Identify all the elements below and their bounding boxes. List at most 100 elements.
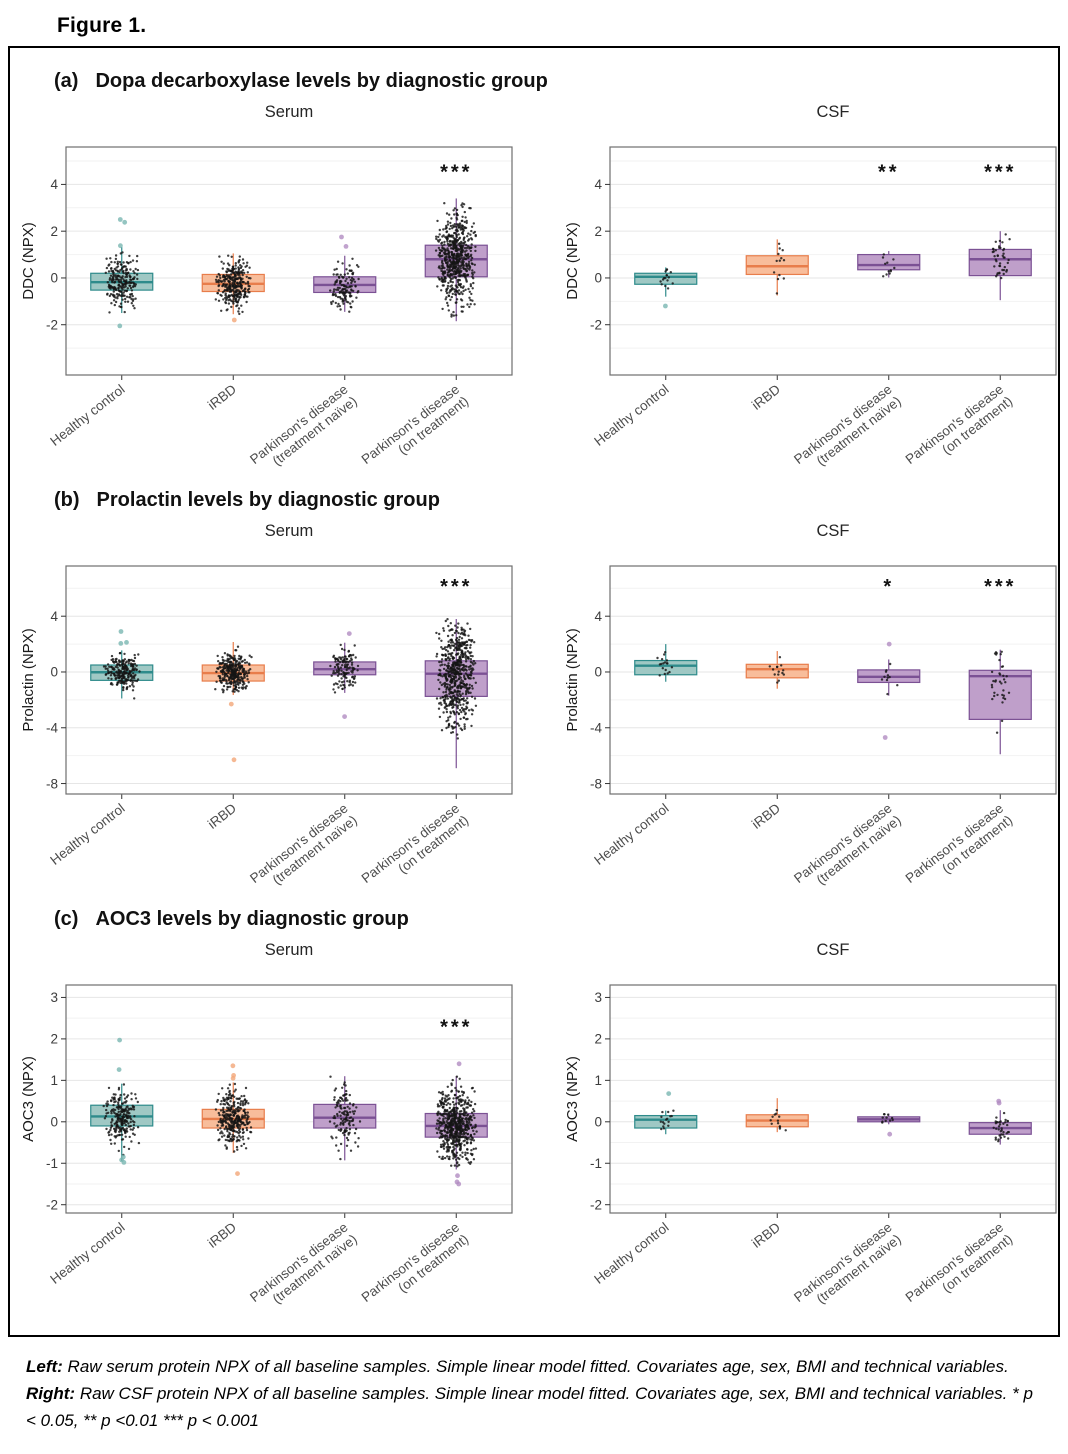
plot-border	[609, 565, 1057, 795]
panel-c-tag: (c)	[54, 908, 79, 930]
x-category-label: Parkinson's disease(treatment naïve)	[791, 382, 904, 475]
y-axis-title: DDC (NPX)	[564, 222, 581, 300]
significance-stars: ***	[984, 576, 1016, 598]
boxplot-a-serum: Healthy control iRBD Parkinson's disease(t…	[20, 146, 513, 475]
x-category-label: iRBD	[205, 381, 239, 412]
jitter-points	[329, 257, 360, 313]
x-category-label: Parkinson's disease(treatment naïve)	[247, 801, 360, 894]
boxplot-group-purple-3	[424, 198, 488, 322]
y-axis-title: Prolactin (NPX)	[20, 628, 37, 731]
plot-border	[609, 146, 1057, 376]
caption-pvalue-legend: * p < 0.05, ** p <0.01 *** p < 0.001	[26, 1384, 1033, 1431]
chart-a-csf: CSF Healthy control iRBD ** Parkinson's dis…	[564, 103, 1064, 475]
y-tick-label: 0	[594, 271, 602, 286]
significance-stars: ***	[984, 162, 1016, 184]
outlier-points	[454, 1061, 462, 1187]
x-category-label: iRBD	[205, 1219, 239, 1250]
x-category-label: iRBD	[749, 1219, 783, 1250]
jitter-points	[435, 618, 478, 740]
boxplot-c-csf: Healthy control iRBD Parkinson's disease(t…	[564, 984, 1057, 1313]
panel-c: (c) AOC3 levels by diagnostic group Serum…	[10, 908, 1058, 1313]
outlier-points	[230, 1063, 240, 1176]
y-tick-label: 2	[594, 224, 602, 239]
y-tick-label: -1	[590, 1156, 602, 1171]
chart-c-csf-title: CSF	[816, 941, 850, 959]
boxplot-group-orange-1	[745, 239, 809, 296]
outlier-points	[882, 641, 892, 740]
x-category-label: Parkinson's disease(on treatment)	[903, 801, 1016, 894]
significance-stars: ***	[440, 1016, 472, 1038]
jitter-points	[772, 242, 786, 295]
y-tick-label: -1	[46, 1156, 58, 1171]
boxplot-b-serum: Healthy control iRBD Parkinson's disease(t…	[20, 565, 513, 894]
x-category-label: Parkinson's disease(on treatment)	[903, 382, 1016, 475]
boxplot-group-orange-1	[745, 1098, 809, 1133]
boxplot-group-orange-1	[201, 1063, 265, 1176]
iqr-box	[857, 253, 921, 271]
outlier-points	[996, 1098, 1002, 1106]
y-tick-label: 0	[50, 665, 58, 680]
boxplot-a-csf: Healthy control iRBD ** Parkinson's disease…	[564, 146, 1057, 475]
minor-gridlines	[610, 1017, 1056, 1185]
boxplot-group-orange-1	[201, 642, 265, 763]
y-tick-label: 0	[50, 271, 58, 286]
boxplot-group-teal-0	[90, 629, 154, 700]
boxplot-b-csf: Healthy control iRBD * Parkinson's disease(…	[564, 565, 1057, 894]
x-category-label: Parkinson's disease(treatment naïve)	[791, 1220, 904, 1313]
outlier-points	[887, 1131, 893, 1137]
boxplot-group-purple-2	[857, 251, 921, 278]
x-category-label: Parkinson's disease(treatment naïve)	[247, 1220, 360, 1313]
x-category-label: Healthy control	[47, 382, 127, 449]
x-category-label: Healthy control	[47, 1220, 127, 1287]
caption-left-label: Left:	[26, 1357, 63, 1376]
iqr-box	[745, 663, 809, 679]
panel-a-charts-row: Serum Healthy control iRBD Parkinson's dis…	[10, 103, 1058, 475]
jitter-points	[768, 656, 785, 684]
boxplot-group-purple-2	[313, 234, 377, 313]
page: Figure 1. (a) Dopa decarboxylase levels b…	[0, 14, 1068, 1435]
panel-a-tag: (a)	[54, 70, 79, 92]
major-gridlines	[610, 996, 1056, 1206]
y-axis-title: Prolactin (NPX)	[564, 628, 581, 731]
jitter-points	[214, 1082, 253, 1153]
panel-c-charts-row: Serum Healthy control iRBD Parkinson's dis…	[10, 941, 1058, 1313]
boxplot-group-teal-0	[90, 217, 154, 329]
panel-b-tag: (b)	[54, 489, 80, 511]
y-tick-label: -2	[590, 317, 602, 332]
figure-box: (a) Dopa decarboxylase levels by diagnost…	[8, 46, 1060, 1337]
plot-border	[65, 565, 513, 795]
minor-gridlines	[610, 160, 1056, 349]
plot-border	[65, 146, 513, 376]
iqr-box	[634, 1114, 698, 1129]
chart-b-serum-title: Serum	[264, 522, 314, 540]
jitter-points	[769, 1109, 787, 1132]
panel-c-title: AOC3 levels by diagnostic group	[95, 908, 409, 930]
jitter-points	[214, 645, 253, 694]
y-tick-label: 2	[50, 224, 58, 239]
boxplot-c-serum: Healthy control iRBD Parkinson's disease(t…	[20, 984, 513, 1313]
plot-background	[610, 985, 1056, 1213]
y-tick-label: 2	[594, 1032, 602, 1047]
outlier-points	[339, 234, 349, 249]
boxplot-group-purple-2	[857, 1113, 921, 1137]
boxplot-group-purple-2	[313, 1075, 377, 1161]
chart-c-serum-title: Serum	[264, 941, 314, 959]
outlier-points	[118, 629, 129, 646]
figure-label: Figure 1.	[57, 14, 147, 37]
outlier-points	[228, 701, 237, 763]
x-category-label: Parkinson's disease(treatment naïve)	[247, 382, 360, 475]
chart-c-csf: CSF Healthy control iRBD Parkinson's disea…	[564, 941, 1064, 1313]
plot-background	[66, 985, 512, 1213]
boxplot-group-purple-3	[968, 649, 1032, 755]
jitter-points	[992, 1111, 1010, 1143]
x-category-label: Parkinson's disease(on treatment)	[359, 382, 472, 475]
outlier-points	[663, 303, 668, 309]
y-tick-label: 2	[50, 1032, 58, 1047]
x-category-label: Parkinson's disease(on treatment)	[903, 1220, 1016, 1313]
jitter-points	[102, 651, 141, 700]
y-axis-title: DDC (NPX)	[20, 222, 37, 300]
y-tick-label: 0	[594, 1115, 602, 1130]
jitter-points	[880, 662, 899, 696]
y-tick-label: 4	[594, 177, 602, 192]
jitter-points	[434, 202, 477, 318]
